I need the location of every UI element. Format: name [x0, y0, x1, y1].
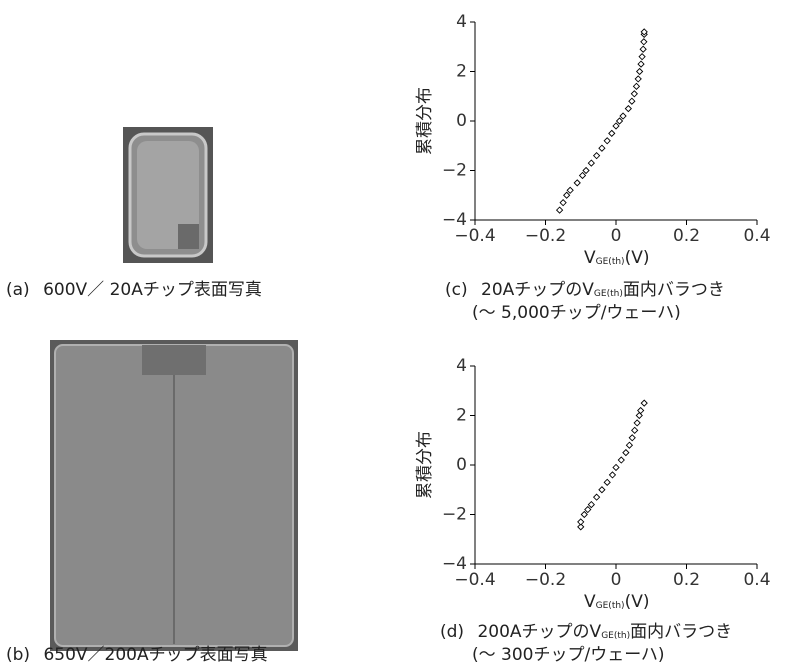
data-point — [637, 69, 643, 75]
x-tick-label: 0.2 — [673, 570, 700, 590]
data-point — [588, 160, 594, 166]
caption-text: 600V／ 20Aチップ表面写真 — [43, 280, 262, 300]
data-point — [564, 192, 570, 198]
data-point — [634, 420, 640, 426]
x-label-sub: GE(th) — [596, 601, 625, 611]
data-point — [625, 106, 631, 112]
data-point — [580, 172, 586, 178]
caption: (c) 20AチップのVGE(th)面内バラつき — [445, 280, 725, 300]
caption-text: 面内バラつき — [630, 622, 732, 642]
caption-label: (c) — [445, 280, 468, 300]
x-label-unit: (V) — [625, 248, 650, 268]
caption-label: (b) — [6, 645, 30, 664]
data-point — [623, 450, 629, 456]
caption: (～ 5,000チップ/ウェーハ) — [472, 303, 681, 323]
x-tick-label: 0 — [611, 226, 622, 246]
caption: (b) 650V／200Aチップ表面写真 — [6, 645, 268, 664]
x-tick-label: −0.2 — [525, 570, 566, 590]
data-point — [629, 435, 635, 441]
data-point — [557, 207, 563, 213]
x-label-sub: GE(th) — [596, 257, 625, 267]
data-point — [599, 487, 605, 493]
data-point — [588, 502, 594, 508]
data-point — [617, 118, 623, 124]
caption-label: (a) — [6, 280, 30, 300]
caption: (d) 200AチップのVGE(th)面内バラつき — [440, 622, 732, 642]
y-tick-label: 0 — [456, 455, 467, 475]
data-point — [560, 200, 566, 206]
y-tick-label: 2 — [456, 62, 467, 82]
x-tick-label: 0.4 — [743, 226, 770, 246]
data-point — [567, 187, 573, 193]
caption: (a) 600V／ 20Aチップ表面写真 — [6, 280, 262, 300]
caption-text: 20AチップのV — [481, 280, 594, 300]
x-tick-label: 0.2 — [673, 226, 700, 246]
x-label-main: V — [584, 248, 596, 268]
data-point — [599, 145, 605, 151]
data-point — [629, 98, 635, 104]
caption: (～ 300チップ/ウェーハ) — [472, 645, 665, 664]
caption-text: 200AチップのV — [477, 622, 601, 642]
data-point — [641, 39, 647, 45]
data-point — [620, 113, 626, 119]
data-point — [594, 153, 600, 159]
data-point — [613, 464, 619, 470]
data-point — [594, 494, 600, 500]
x-tick-label: 0.4 — [743, 570, 770, 590]
y-tick-label: 0 — [456, 111, 467, 131]
caption-text: 650V／200Aチップ表面写真 — [43, 645, 267, 664]
data-point — [574, 180, 580, 186]
caption-sub: GE(th) — [601, 631, 630, 641]
data-point — [641, 400, 647, 406]
x-tick-label: 0 — [611, 570, 622, 590]
data-point — [585, 507, 591, 513]
data-point — [609, 472, 615, 478]
data-point — [635, 76, 641, 82]
data-point — [631, 91, 637, 97]
data-point — [633, 83, 639, 89]
data-point — [626, 442, 632, 448]
caption-sub: GE(th) — [594, 289, 623, 299]
y-tick-label: 4 — [456, 356, 467, 376]
x-axis-label: VGE(th)(V) — [584, 248, 649, 268]
chip-photo-a — [123, 127, 213, 263]
x-tick-label: −0.4 — [454, 570, 495, 590]
caption-text: 面内バラつき — [623, 280, 725, 300]
caption-label: (d) — [440, 622, 464, 642]
data-point — [639, 54, 645, 60]
y-tick-label: 4 — [456, 12, 467, 32]
data-point — [638, 61, 644, 67]
data-point — [583, 168, 589, 174]
data-point — [618, 457, 624, 463]
chip-photo-b — [50, 340, 298, 651]
data-point — [609, 130, 615, 136]
x-tick-label: −0.4 — [454, 226, 495, 246]
data-point — [640, 46, 646, 52]
x-tick-label: −0.2 — [525, 226, 566, 246]
y-axis-label: 累積分布 — [415, 87, 435, 155]
y-tick-label: −2 — [442, 161, 467, 181]
figure: (a) 600V／ 20Aチップ表面写真 (b) 650V／200Aチップ表面写… — [0, 0, 793, 664]
data-point — [613, 123, 619, 129]
y-tick-label: 2 — [456, 406, 467, 426]
data-point — [578, 519, 584, 525]
data-point — [604, 138, 610, 144]
data-point — [581, 512, 587, 518]
x-label-unit: (V) — [625, 592, 650, 612]
x-axis-label: VGE(th)(V) — [584, 592, 649, 612]
y-tick-label: −2 — [442, 505, 467, 525]
data-point — [632, 427, 638, 433]
y-axis-label: 累積分布 — [415, 431, 435, 499]
x-label-main: V — [584, 592, 596, 612]
data-point — [604, 479, 610, 485]
